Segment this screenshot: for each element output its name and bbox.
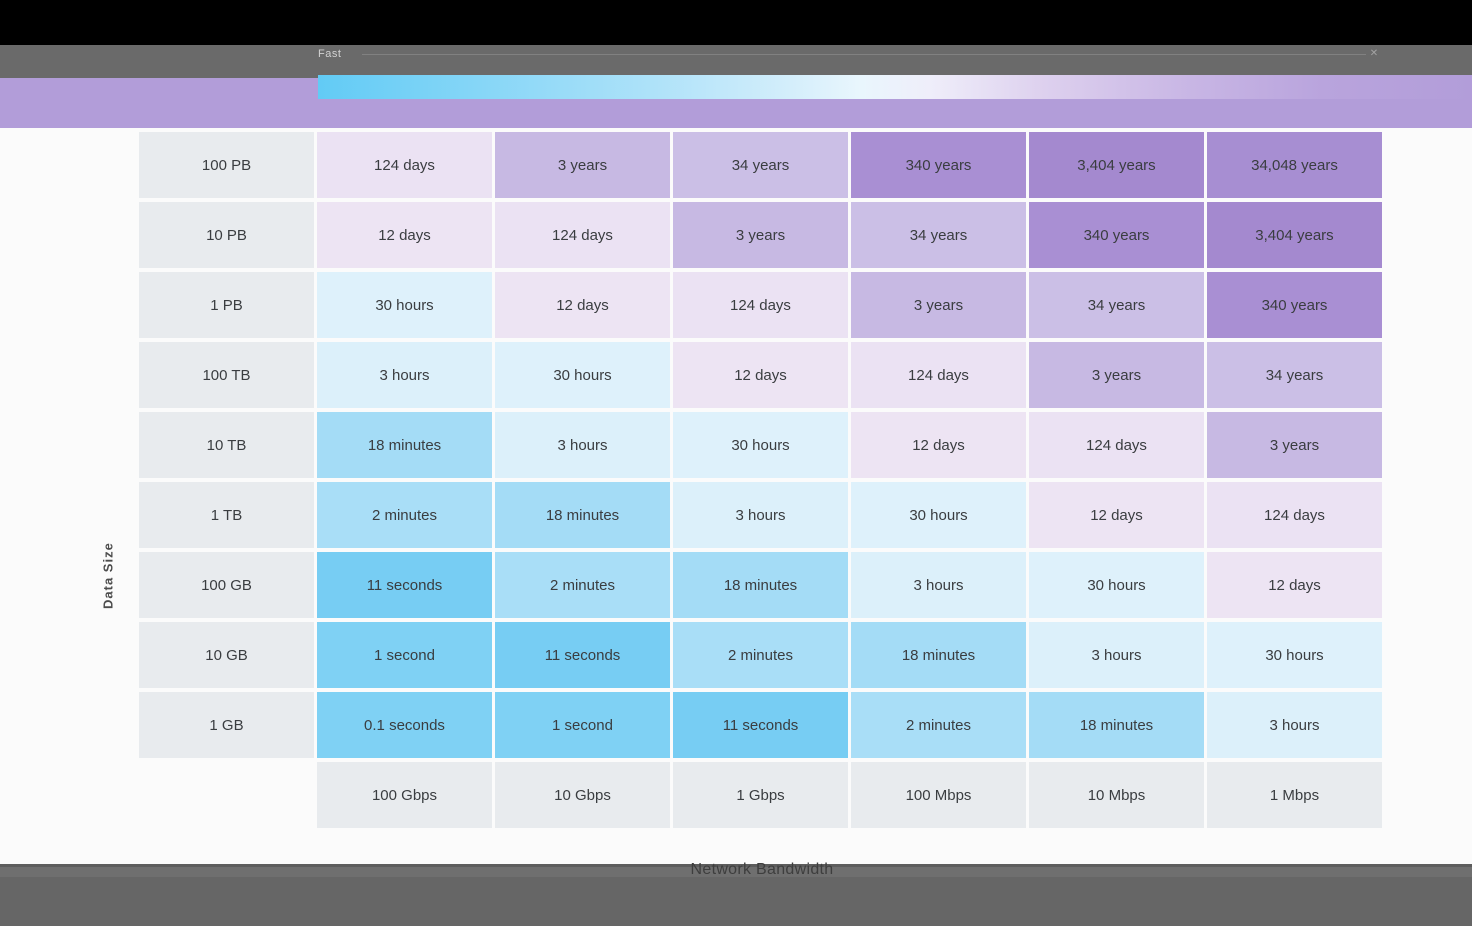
chrome-divider bbox=[362, 54, 1366, 55]
close-icon[interactable]: ✕ bbox=[1369, 48, 1379, 59]
column-label: 10 Gbps bbox=[495, 762, 670, 828]
heatmap-cell: 11 seconds bbox=[673, 692, 848, 758]
heatmap-cell: 124 days bbox=[673, 272, 848, 338]
transfer-time-heatmap: 100 PB 124 days 3 years 34 years 340 years 3,… bbox=[139, 132, 1382, 828]
heatmap-cell: 34,048 years bbox=[1207, 132, 1382, 198]
heatmap-cell: 18 minutes bbox=[673, 552, 848, 618]
heatmap-cell: 18 minutes bbox=[851, 622, 1026, 688]
column-label: 100 Mbps bbox=[851, 762, 1026, 828]
row-label: 100 PB bbox=[139, 132, 314, 198]
heatmap-cell: 1 second bbox=[317, 622, 492, 688]
heatmap-cell: 124 days bbox=[317, 132, 492, 198]
chrome-bar: Fast ✕ bbox=[0, 45, 1472, 78]
heatmap-cell: 30 hours bbox=[317, 272, 492, 338]
heatmap-cell: 12 days bbox=[317, 202, 492, 268]
row-label: 1 PB bbox=[139, 272, 314, 338]
heatmap-cell: 2 minutes bbox=[851, 692, 1026, 758]
heatmap-cell: 12 days bbox=[673, 342, 848, 408]
heatmap-cell: 340 years bbox=[1029, 202, 1204, 268]
heatmap-cell: 11 seconds bbox=[317, 552, 492, 618]
heatmap-cell: 18 minutes bbox=[317, 412, 492, 478]
y-axis-label: Data Size bbox=[100, 542, 116, 610]
heatmap-cell: 30 hours bbox=[673, 412, 848, 478]
heatmap-cell: 3 hours bbox=[851, 552, 1026, 618]
heatmap-cell: 3 years bbox=[495, 132, 670, 198]
heatmap-cell: 34 years bbox=[1207, 342, 1382, 408]
row-label: 10 PB bbox=[139, 202, 314, 268]
heatmap-cell: 124 days bbox=[851, 342, 1026, 408]
heatmap-cell: 1 second bbox=[495, 692, 670, 758]
heatmap-cell: 2 minutes bbox=[495, 552, 670, 618]
heatmap-cell: 18 minutes bbox=[495, 482, 670, 548]
x-axis-label: Network Bandwidth bbox=[690, 861, 834, 878]
heatmap-cell: 3 hours bbox=[1029, 622, 1204, 688]
column-label: 1 Gbps bbox=[673, 762, 848, 828]
heatmap-cell: 30 hours bbox=[851, 482, 1026, 548]
heatmap-cell: 2 minutes bbox=[673, 622, 848, 688]
heatmap-cell: 11 seconds bbox=[495, 622, 670, 688]
heatmap-cell: 3 hours bbox=[317, 342, 492, 408]
footer-bar: Network Bandwidth bbox=[0, 861, 1472, 926]
column-label: 10 Mbps bbox=[1029, 762, 1204, 828]
color-scale-gradient bbox=[318, 75, 1472, 99]
heatmap-cell: 12 days bbox=[1029, 482, 1204, 548]
heatmap-cell: 34 years bbox=[851, 202, 1026, 268]
heatmap-cell: 3 years bbox=[1207, 412, 1382, 478]
corner-spacer bbox=[139, 762, 314, 828]
heatmap-cell: 30 hours bbox=[495, 342, 670, 408]
heatmap-cell: 0.1 seconds bbox=[317, 692, 492, 758]
heatmap-cell: 3 hours bbox=[495, 412, 670, 478]
legend-band bbox=[0, 75, 1472, 128]
heatmap-cell: 124 days bbox=[1207, 482, 1382, 548]
column-label: 1 Mbps bbox=[1207, 762, 1382, 828]
row-label: 10 TB bbox=[139, 412, 314, 478]
row-label: 1 GB bbox=[139, 692, 314, 758]
row-label: 100 TB bbox=[139, 342, 314, 408]
heatmap-cell: 340 years bbox=[851, 132, 1026, 198]
heatmap-cell: 124 days bbox=[495, 202, 670, 268]
heatmap-cell: 3 years bbox=[1029, 342, 1204, 408]
heatmap-cell: 30 hours bbox=[1029, 552, 1204, 618]
heatmap-cell: 3,404 years bbox=[1029, 132, 1204, 198]
heatmap-cell: 3 hours bbox=[673, 482, 848, 548]
heatmap-cell: 12 days bbox=[851, 412, 1026, 478]
row-label: 100 GB bbox=[139, 552, 314, 618]
heatmap-cell: 18 minutes bbox=[1029, 692, 1204, 758]
heatmap-cell: 3,404 years bbox=[1207, 202, 1382, 268]
heatmap-cell: 34 years bbox=[1029, 272, 1204, 338]
heatmap-cell: 3 hours bbox=[1207, 692, 1382, 758]
legend-caption: Fast bbox=[318, 48, 342, 60]
heatmap-cell: 3 years bbox=[673, 202, 848, 268]
row-label: 1 TB bbox=[139, 482, 314, 548]
row-label: 10 GB bbox=[139, 622, 314, 688]
heatmap-cell: 12 days bbox=[495, 272, 670, 338]
column-label: 100 Gbps bbox=[317, 762, 492, 828]
heatmap-cell: 3 years bbox=[851, 272, 1026, 338]
top-black-bar bbox=[0, 0, 1472, 45]
heatmap-cell: 12 days bbox=[1207, 552, 1382, 618]
heatmap-cell: 2 minutes bbox=[317, 482, 492, 548]
heatmap-cell: 340 years bbox=[1207, 272, 1382, 338]
heatmap-cell: 34 years bbox=[673, 132, 848, 198]
heatmap-cell: 124 days bbox=[1029, 412, 1204, 478]
heatmap-cell: 30 hours bbox=[1207, 622, 1382, 688]
